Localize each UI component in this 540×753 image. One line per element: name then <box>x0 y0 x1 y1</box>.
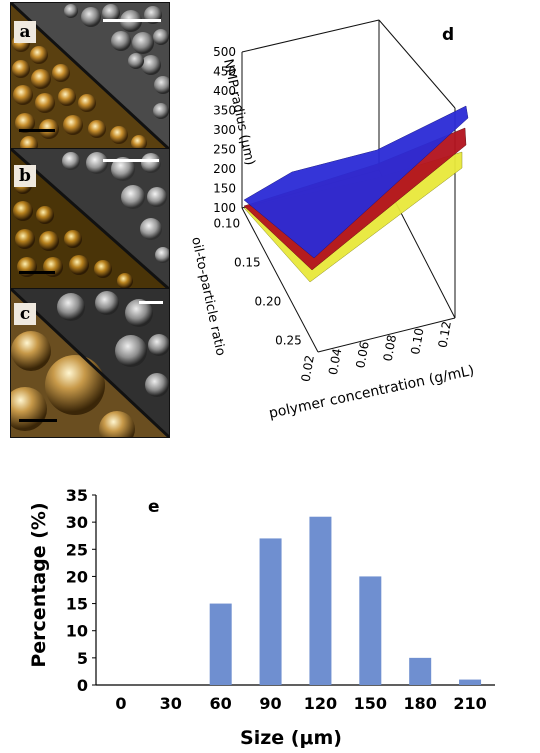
scale-bar-c-sem <box>139 301 163 304</box>
micrograph-a-image <box>11 3 169 149</box>
y-tick-label: 20 <box>66 567 88 586</box>
x-tick-label: 90 <box>259 694 281 713</box>
scale-bar-c-optical <box>19 419 57 422</box>
surface-blue <box>243 105 469 259</box>
bar <box>459 679 482 685</box>
z-tick-label: 200 <box>213 162 236 176</box>
scale-bar-b-sem <box>103 159 159 162</box>
y-tick-label: 5 <box>77 649 88 668</box>
sem-particles-c <box>57 291 169 397</box>
x-tick-label: 0.10 <box>408 327 426 356</box>
y-tick-label: 30 <box>66 513 88 532</box>
x-tick-label: 150 <box>354 694 387 713</box>
y-tick-label: 0 <box>77 676 88 695</box>
y-tick-label: 0.20 <box>255 295 282 309</box>
micrograph-panel-b: b <box>10 148 170 290</box>
sem-spheres-a <box>64 4 169 119</box>
micrograph-c-image <box>11 289 169 437</box>
x-tick-label: 0.04 <box>326 347 344 376</box>
x-axis-label: polymer concentration (g/mL) <box>268 363 476 422</box>
y-tick-label: 10 <box>66 622 88 641</box>
panel-letter-b: b <box>14 165 36 187</box>
x-tick-label: 60 <box>210 694 232 713</box>
x-tick-label: 0.02 <box>299 354 317 383</box>
surface-plot-panel-d: 500 450 400 350 300 250 200 150 100 0.10 0.15 0.20 0… <box>172 0 540 440</box>
x-tick-label: 180 <box>403 694 436 713</box>
z-tick-label: 100 <box>213 201 236 215</box>
bar-chart-svg: e Percentage (%) Size (μm) 0 5 10 15 20 25 30 3… <box>28 486 495 749</box>
x-tick-label: 0.12 <box>436 320 454 349</box>
z-tick-label: 450 <box>213 65 236 79</box>
z-tick-label: 400 <box>213 84 236 98</box>
y-tick-label: 25 <box>66 540 88 559</box>
x-tick-label: 0.08 <box>381 334 399 363</box>
x-tick-label: 30 <box>160 694 182 713</box>
scale-bar-a-optical <box>19 129 55 132</box>
y-tick-label: 35 <box>66 486 88 505</box>
micrograph-b-image <box>11 149 169 289</box>
bar <box>309 516 332 685</box>
bar <box>359 576 382 685</box>
scale-bar-b-optical <box>19 271 55 274</box>
z-tick-label: 300 <box>213 123 236 137</box>
micrograph-panel-c: c <box>10 288 170 438</box>
z-tick-label: 500 <box>213 45 236 59</box>
bar-chart-panel-e: e Percentage (%) Size (μm) 0 5 10 15 20 25 30 3… <box>0 480 540 749</box>
optical-spheres-a <box>12 34 147 149</box>
sem-spheres-b <box>62 152 169 263</box>
z-tick-label: 250 <box>213 143 236 157</box>
x-tick-label: 120 <box>304 694 337 713</box>
bar <box>409 657 432 685</box>
z-tick-label: 150 <box>213 182 236 196</box>
micrograph-panel-a: a <box>10 2 170 150</box>
panel-letter-c: c <box>14 303 36 325</box>
x-axis-title: Size (μm) <box>240 727 342 749</box>
panel-letter-a: a <box>14 21 36 43</box>
bar <box>209 603 232 685</box>
bar <box>259 538 282 685</box>
y-axis-title: Percentage (%) <box>28 502 50 667</box>
y-tick-label: 0.25 <box>275 333 302 347</box>
x-tick-label: 0 <box>115 694 126 713</box>
panel-letter-e: e <box>148 497 160 517</box>
scale-bar-a-sem <box>103 19 161 22</box>
y-tick-label: 0.15 <box>234 256 261 270</box>
surface-plot-svg: 500 450 400 350 300 250 200 150 100 0.10 0.15 0.20 0… <box>188 19 476 422</box>
y-tick-label: 15 <box>66 595 88 614</box>
panel-letter-d: d <box>442 25 454 45</box>
y-axis-label: oil-to-particle ratio <box>188 236 228 358</box>
y-tick-label: 0.10 <box>213 217 240 231</box>
x-tick-label: 210 <box>453 694 486 713</box>
z-tick-label: 350 <box>213 104 236 118</box>
x-tick-label: 0.06 <box>353 340 371 369</box>
